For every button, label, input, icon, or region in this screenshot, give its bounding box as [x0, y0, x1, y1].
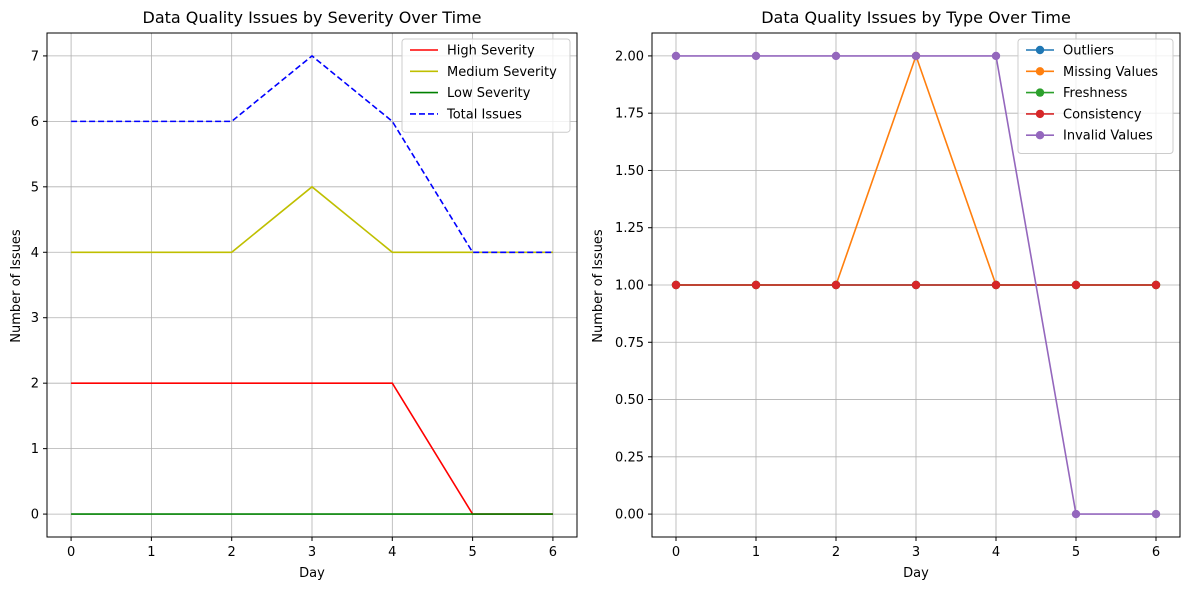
data-point: [1071, 509, 1081, 519]
y-tick-label: 1.75: [615, 107, 644, 122]
data-point: [991, 280, 1001, 290]
legend-marker: [1035, 131, 1045, 140]
y-tick-label: 7: [31, 49, 39, 64]
legend-marker: [1035, 88, 1045, 97]
x-tick-label: 0: [672, 545, 680, 560]
x-tick-label: 4: [992, 545, 1000, 560]
severity-chart: 0 1 2 3 4 5 6 0 1 2 3 4 5 6 7 High Severity Medium Sever…: [9, 8, 578, 581]
legend-entry: Consistency: [1063, 107, 1142, 122]
data-point: [831, 280, 841, 290]
chart-title: Data Quality Issues by Type Over Time: [761, 8, 1071, 27]
plot-frame: [651, 32, 1181, 538]
y-tick-label: 5: [31, 180, 39, 195]
legend-entry: Missing Values: [1063, 65, 1158, 80]
data-point: [751, 51, 761, 61]
legend-entry: Freshness: [1063, 86, 1128, 101]
legend: High Severity Medium Severity Low Severity…: [401, 38, 571, 133]
data-point: [1151, 280, 1161, 290]
data-point: [831, 51, 841, 61]
x-tick-label: 3: [912, 545, 920, 560]
chart-title: Data Quality Issues by Severity Over Tim…: [143, 8, 482, 27]
y-tick-label: 0.50: [615, 393, 644, 408]
y-axis-label: Number of Issues: [9, 229, 24, 343]
series-line: [71, 185, 553, 254]
x-tick-label: 3: [308, 545, 316, 560]
x-tick-label: 4: [388, 545, 396, 560]
y-tick-label: 4: [31, 246, 39, 261]
legend-marker: [1035, 45, 1045, 55]
x-tick-label: 6: [549, 545, 557, 560]
data-point: [911, 280, 921, 290]
legend-entry: Outliers: [1063, 44, 1114, 59]
data-point: [751, 280, 761, 290]
y-tick-label: 1.50: [615, 164, 644, 179]
legend-marker: [1035, 67, 1045, 76]
data-point: [991, 51, 1001, 61]
plot-frame: [46, 32, 578, 538]
legend-frame: [1017, 38, 1174, 154]
y-tick-label: 0.25: [615, 450, 644, 465]
legend-entry: Medium Severity: [447, 65, 557, 80]
x-axis-label: Day: [903, 566, 929, 581]
x-tick-label: 1: [147, 545, 155, 560]
data-point: [671, 51, 681, 61]
data-point: [671, 280, 681, 290]
y-tick-label: 2: [31, 377, 39, 392]
y-tick-label: 0.00: [615, 508, 644, 523]
y-tick-label: 3: [31, 311, 39, 326]
x-tick-label: 5: [1072, 545, 1080, 560]
y-tick-label: 6: [31, 115, 39, 130]
legend: Outliers Missing Values Freshness Consisten…: [1017, 38, 1174, 154]
legend-entry: Invalid Values: [1063, 129, 1153, 144]
legend-marker: [1035, 109, 1045, 119]
x-tick-label: 6: [1152, 545, 1160, 560]
legend-entry: High Severity: [447, 44, 535, 59]
type-chart: 0 1 2 3 4 5 6 0.00 0.25 0.50 0.75 1.00 1.25 1.50 1.75 2…: [591, 8, 1181, 581]
data-point: [1151, 509, 1161, 519]
x-tick-label: 2: [832, 545, 840, 560]
y-tick-label: 1: [31, 442, 39, 457]
y-tick-label: 1.00: [615, 279, 644, 294]
data-point: [911, 51, 921, 61]
legend-entry: Total Issues: [446, 107, 522, 122]
y-tick-label: 0: [31, 508, 39, 523]
x-tick-label: 1: [752, 545, 760, 560]
x-tick-label: 2: [228, 545, 236, 560]
y-tick-label: 2.00: [615, 49, 644, 64]
y-axis-label: Number of Issues: [591, 229, 606, 343]
data-point: [1071, 280, 1081, 290]
x-axis-label: Day: [299, 566, 325, 581]
series-line: [71, 54, 553, 254]
y-tick-label: 0.75: [615, 336, 644, 351]
x-tick-label: 5: [468, 545, 476, 560]
legend-frame: [401, 38, 571, 133]
y-tick-label: 1.25: [615, 221, 644, 236]
legend-entry: Low Severity: [447, 86, 531, 101]
x-tick-label: 0: [67, 545, 75, 560]
